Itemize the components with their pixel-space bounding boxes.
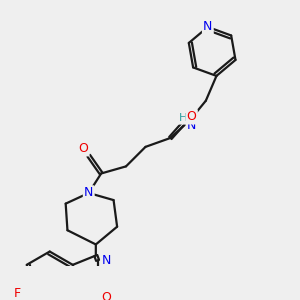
- Text: O: O: [101, 291, 111, 300]
- Text: N: N: [102, 254, 111, 267]
- Text: F: F: [14, 287, 21, 300]
- Text: O: O: [187, 110, 196, 123]
- Text: N: N: [84, 187, 93, 200]
- Text: O: O: [79, 142, 88, 155]
- Text: N: N: [187, 119, 196, 132]
- Text: H: H: [178, 113, 187, 124]
- Text: N: N: [203, 20, 212, 34]
